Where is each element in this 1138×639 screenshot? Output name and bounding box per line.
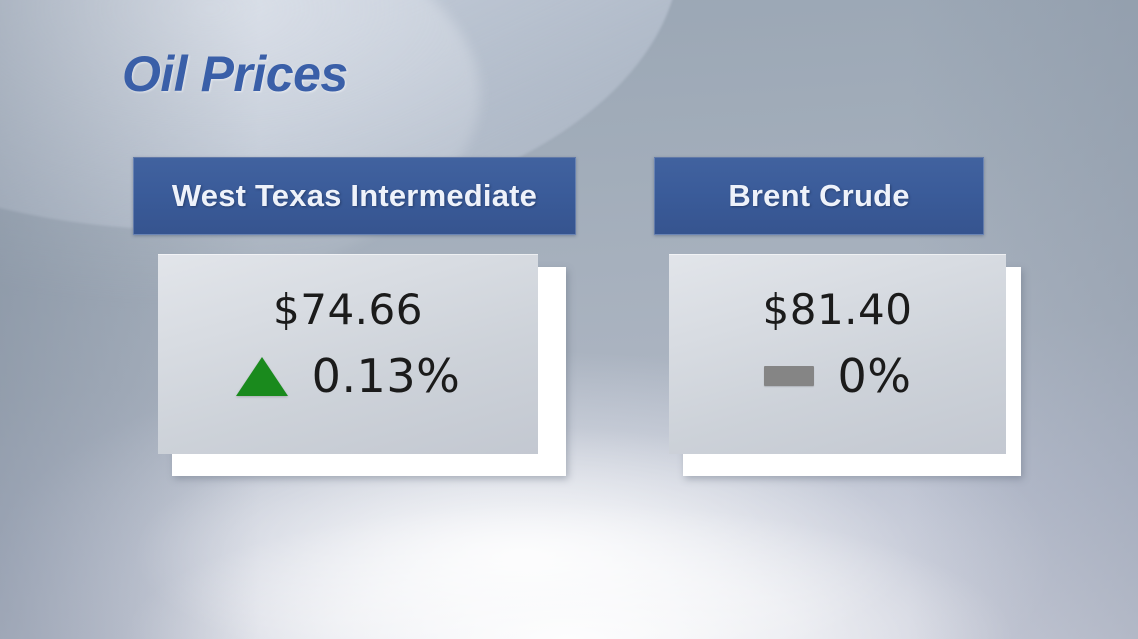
card-header-wti: West Texas Intermediate — [133, 157, 576, 235]
page-title: Oil Prices — [122, 46, 348, 102]
price-value-brent: $81.40 — [762, 285, 913, 334]
triangle-up-icon — [235, 356, 288, 396]
change-row-brent: 0% — [669, 349, 1006, 403]
price-card-wti: West Texas Intermediate $74.66 0.13% — [133, 157, 578, 477]
price-value-wti: $74.66 — [273, 285, 423, 334]
card-header-label: West Texas Intermediate — [171, 178, 538, 213]
change-percent-brent: 0% — [837, 349, 912, 403]
card-body-brent: $81.40 0% — [669, 254, 1006, 454]
change-row-wti: 0.13% — [158, 349, 538, 403]
price-card-brent: Brent Crude $81.40 0% — [654, 157, 1021, 477]
change-percent-wti: 0.13% — [311, 349, 461, 403]
card-header-label: Brent Crude — [728, 178, 910, 213]
card-body-wti: $74.66 0.13% — [158, 254, 538, 454]
flat-dash-icon — [763, 366, 814, 386]
card-header-brent: Brent Crude — [654, 157, 984, 235]
